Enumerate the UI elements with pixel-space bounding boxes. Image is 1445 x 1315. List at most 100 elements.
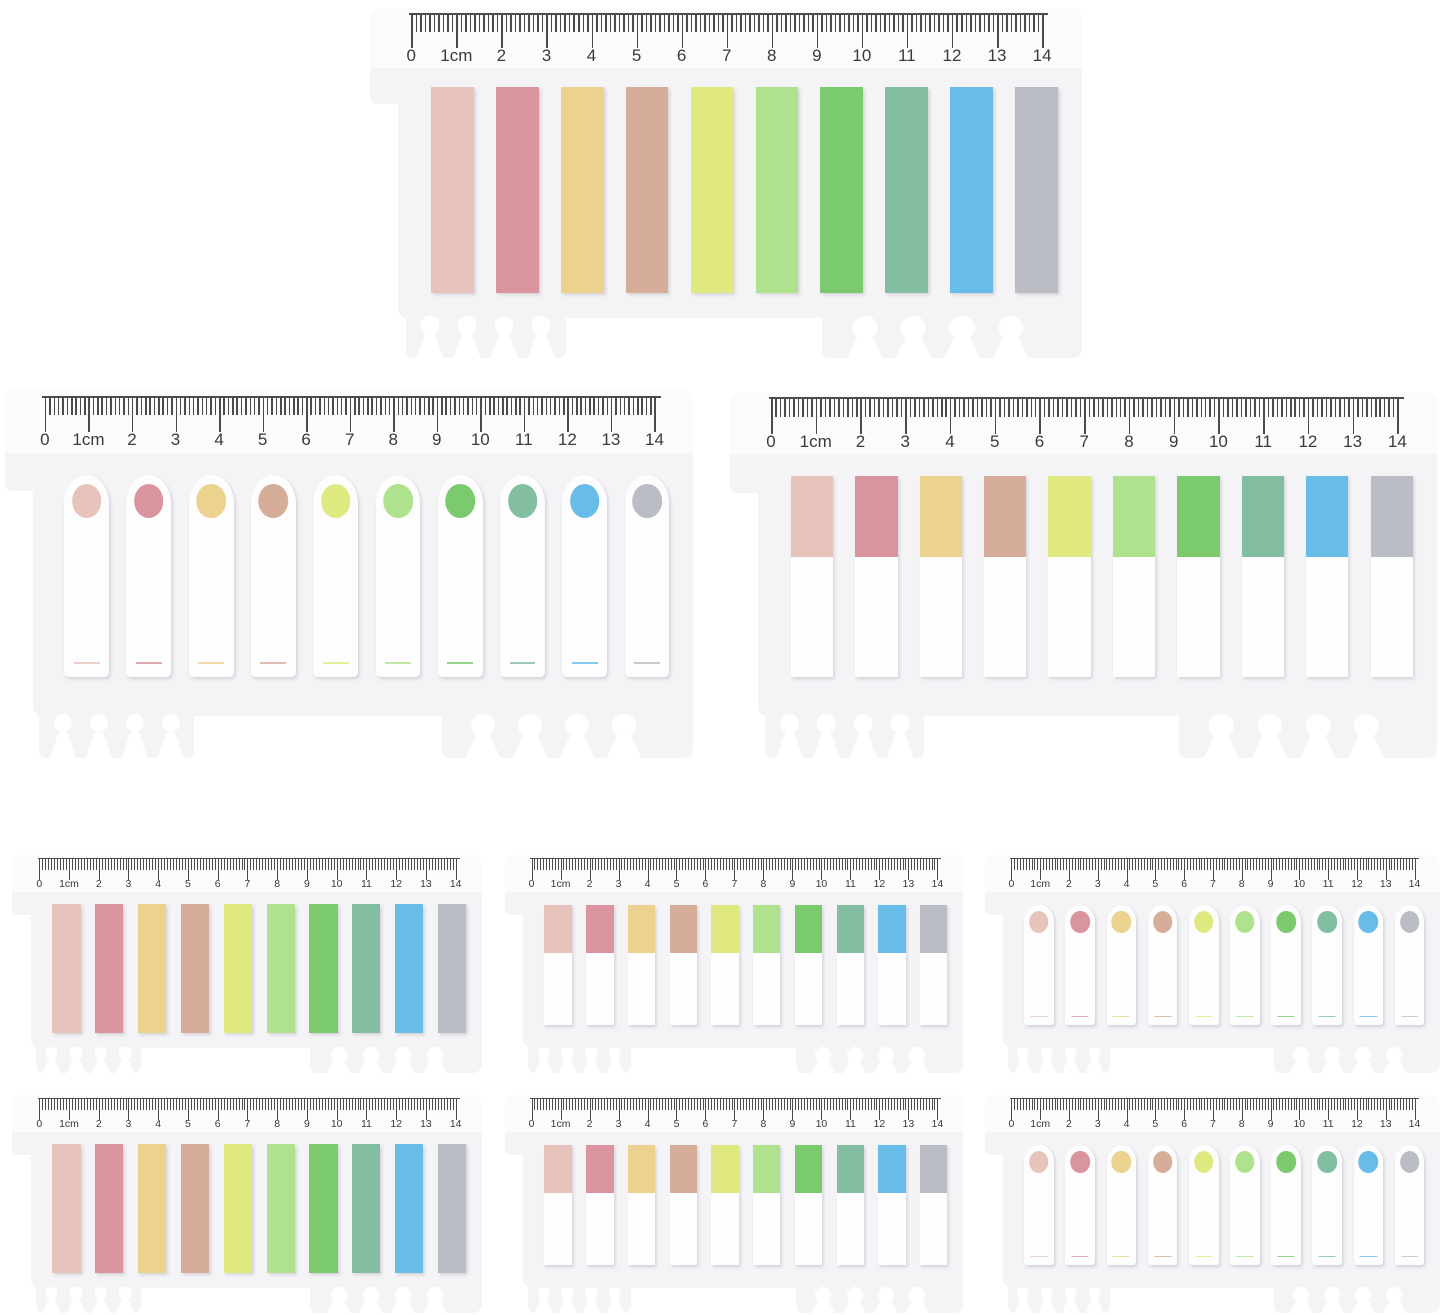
ruler-label-6: 6 xyxy=(1181,878,1188,891)
ruler-mm-tick xyxy=(1287,1099,1289,1111)
ruler-mm-tick xyxy=(551,859,553,871)
ruler-mm-tick xyxy=(584,397,587,416)
sticky-tab-sand-yellow xyxy=(919,476,962,678)
ruler-mm-tick xyxy=(256,859,258,871)
ruler-cm-tick xyxy=(306,397,308,433)
ruler-cm-tick xyxy=(994,399,997,435)
ruler-mm-tick xyxy=(158,397,160,416)
color-dot-sky-blue xyxy=(570,483,600,518)
ruler-mm-tick xyxy=(779,399,782,418)
ruler-mm-tick xyxy=(641,14,643,33)
ruler-label-1cm: 1cm xyxy=(1030,878,1051,891)
ruler-mm-tick xyxy=(685,859,687,871)
ruler-label-11: 11 xyxy=(898,45,916,65)
ruler-mm-tick xyxy=(917,1099,919,1111)
ruler-cm-tick xyxy=(906,14,909,49)
ruler-mm-tick xyxy=(690,14,693,33)
ruler-label-8: 8 xyxy=(767,45,777,65)
ruler-mm-tick xyxy=(1123,1099,1125,1111)
ruler-mm-tick xyxy=(449,859,451,871)
ruler-cm-tick xyxy=(1068,1099,1070,1121)
ruler-mm-tick xyxy=(1357,399,1359,418)
ruler-mm-tick xyxy=(1191,399,1194,418)
ruler-mm-tick xyxy=(502,397,504,416)
ruler-mm-tick xyxy=(414,1099,416,1111)
ruler-mm-tick xyxy=(1054,1099,1056,1111)
ruler-mm-tick xyxy=(110,397,112,416)
sticky-tab-sand-yellow xyxy=(627,1145,656,1266)
keyhole-circle-cutout xyxy=(518,713,543,738)
ruler-mm-tick xyxy=(1181,1099,1183,1111)
ruler-mm-tick xyxy=(1303,399,1305,418)
ruler-cm-tick xyxy=(1097,859,1099,881)
ruler-mm-tick xyxy=(227,397,230,416)
ruler-mm-tick xyxy=(262,859,264,871)
keyhole-notch xyxy=(534,1045,553,1073)
ruler-mm-tick xyxy=(630,1099,632,1111)
ruler-mm-tick xyxy=(432,397,434,416)
sticky-tab-lime-yellow xyxy=(1188,905,1219,1026)
ruler-mm-tick xyxy=(914,859,916,871)
ruler-mm-tick xyxy=(569,859,571,871)
ruler-cm-tick xyxy=(336,859,338,881)
keyhole-notch xyxy=(527,313,557,358)
ruler-mm-tick xyxy=(821,14,823,33)
tab-color-area-sky-blue xyxy=(878,1145,906,1194)
ruler-mm-tick xyxy=(1339,859,1341,871)
ruler-mm-tick xyxy=(80,859,82,871)
ruler-mm-tick xyxy=(824,399,827,418)
ruler-cm-tick xyxy=(1397,399,1399,435)
ruler-mm-tick xyxy=(1307,1099,1309,1111)
ruler-mm-tick xyxy=(1400,1099,1402,1111)
ruler-mm-tick xyxy=(1132,859,1134,871)
ruler-label-0: 0 xyxy=(528,1118,535,1131)
ruler-mm-tick xyxy=(1411,1099,1413,1111)
ruler-mm-tick xyxy=(348,1099,350,1111)
tab-ruler-card-row2-right: 0 1cm 2 3 4 5 6 7 8 9 10 11 12 13 14 xyxy=(985,1095,1440,1313)
ruler-mm-tick xyxy=(807,14,810,33)
ruler-mm-tick xyxy=(1026,399,1028,418)
ruler-mm-tick xyxy=(422,1099,424,1111)
ruler-mm-tick xyxy=(806,399,809,418)
ruler-mm-tick xyxy=(847,1099,849,1111)
tab-color-area-tan-beige xyxy=(669,1145,697,1194)
tab-color-area-light-green xyxy=(753,905,781,954)
ruler-mm-tick xyxy=(1175,1099,1177,1111)
ruler-mm-tick xyxy=(381,859,383,871)
ruler-mm-tick xyxy=(196,859,198,871)
keyhole-notch xyxy=(66,1285,86,1313)
ruler-cm-tick xyxy=(1011,1099,1013,1121)
sticky-tab-sage-teal xyxy=(836,1145,864,1266)
sticky-tab-sand-yellow xyxy=(188,474,234,678)
ruler-mm-tick xyxy=(1293,1099,1295,1111)
ruler-mm-tick xyxy=(1345,859,1347,871)
ruler-mm-tick xyxy=(268,1099,270,1111)
sticky-tab-sky-blue xyxy=(1353,1145,1384,1266)
tabs-row xyxy=(544,905,948,1026)
ruler-cm-tick xyxy=(39,1099,41,1121)
ruler-mm-tick xyxy=(288,397,291,416)
ruler-mm-tick xyxy=(1365,859,1367,871)
ruler-mm-tick xyxy=(748,859,750,871)
keyhole-notch xyxy=(1014,1045,1033,1073)
ruler-mm-tick xyxy=(1140,859,1142,871)
ruler-mm-tick xyxy=(1405,859,1407,871)
ruler-label-8: 8 xyxy=(1238,878,1245,891)
ruler-mm-tick xyxy=(1351,859,1353,871)
ruler-mm-tick xyxy=(806,859,808,871)
ruler-mm-tick xyxy=(188,397,191,416)
ruler-mm-tick xyxy=(146,859,148,871)
ruler-mm-tick xyxy=(820,399,822,418)
ruler-mm-tick xyxy=(664,859,666,871)
ruler-mm-tick xyxy=(1124,399,1126,418)
ruler-mm-tick xyxy=(815,1099,817,1111)
ruler-mm-tick xyxy=(245,397,247,416)
tab-color-area-lime-yellow xyxy=(1048,476,1091,557)
keyhole-notch xyxy=(558,710,595,758)
ruler-mm-tick xyxy=(1285,399,1288,418)
keyhole-wedge-cutout xyxy=(1382,1057,1406,1073)
ruler-mm-tick xyxy=(731,14,733,33)
tab-color-area-light-green xyxy=(753,1145,781,1194)
ruler-mm-tick xyxy=(136,397,138,416)
ruler-mm-tick xyxy=(659,859,661,871)
